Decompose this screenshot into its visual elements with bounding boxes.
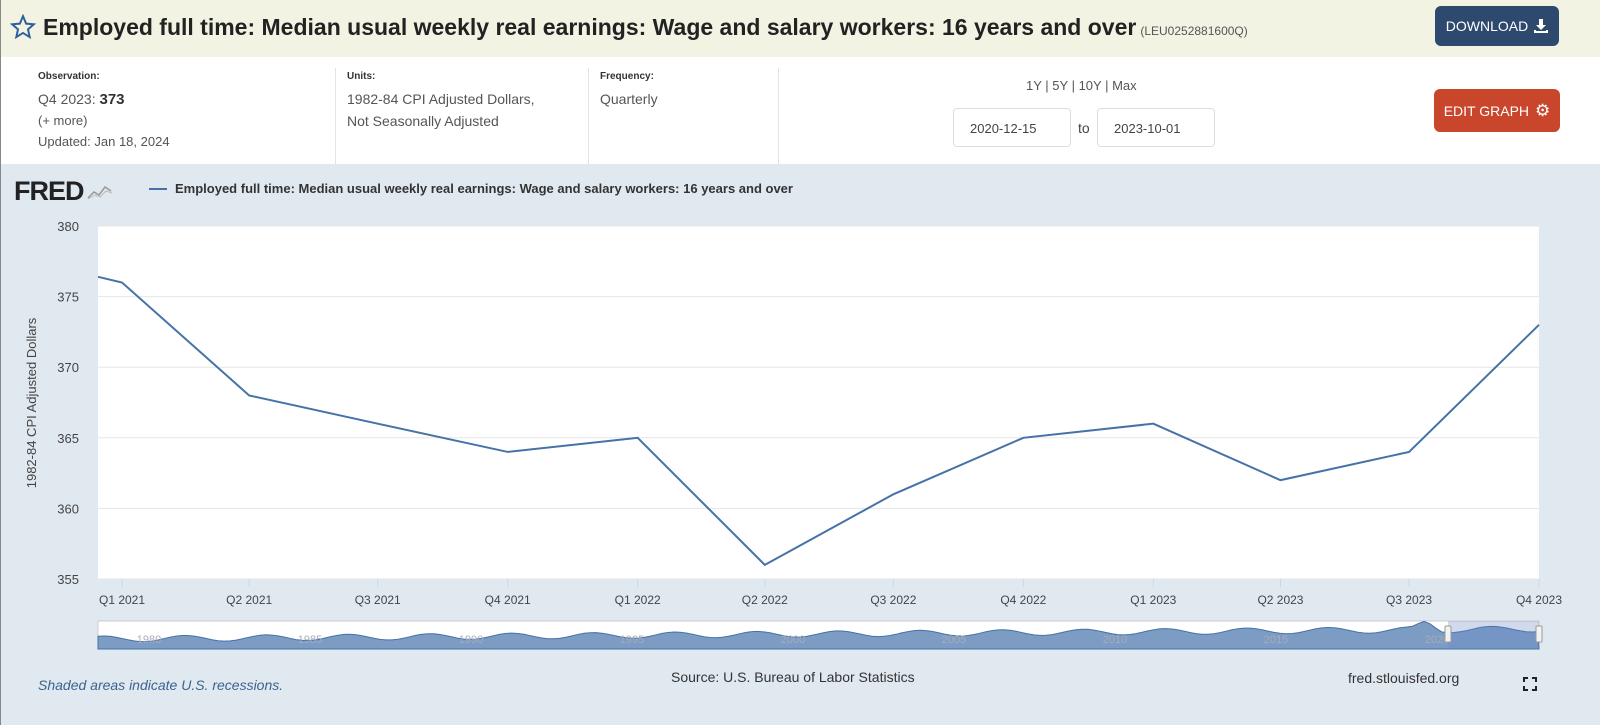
units-value: 1982-84 CPI Adjusted Dollars, — [347, 91, 535, 107]
gear-icon: ⚙ — [1535, 100, 1551, 120]
units-value-2: Not Seasonally Adjusted — [347, 113, 499, 129]
site-link[interactable]: fred.stlouisfed.org — [1348, 670, 1460, 686]
legend-swatch — [149, 187, 167, 190]
frequency-value: Quarterly — [600, 91, 658, 107]
chart-logo-icon — [86, 185, 112, 200]
chart-area — [1, 164, 1600, 725]
start-date-input[interactable]: 2020-12-15 — [953, 108, 1071, 147]
range-selector: 1Y | 5Y | 10Y | Max — [1026, 78, 1137, 93]
divider — [335, 68, 336, 164]
header: Employed full time: Median usual weekly … — [1, 0, 1600, 57]
download-button[interactable]: DOWNLOAD — [1435, 6, 1559, 46]
edit-graph-button[interactable]: EDIT GRAPH ⚙ — [1434, 89, 1560, 132]
to-label: to — [1078, 120, 1090, 136]
range-max[interactable]: Max — [1112, 78, 1137, 93]
frequency-label: Frequency: — [600, 71, 654, 82]
observation-period: Q4 2023: — [38, 91, 96, 107]
end-date-input[interactable]: 2023-10-01 — [1097, 108, 1215, 147]
divider — [588, 68, 589, 164]
fullscreen-icon[interactable] — [1523, 677, 1537, 691]
series-id: (LEU0252881600Q) — [1140, 24, 1248, 38]
page-title: Employed full time: Median usual weekly … — [43, 14, 1248, 41]
observation-block: Observation: Q4 2023: 373 (+ more) Updat… — [38, 57, 170, 164]
legend-label: Employed full time: Median usual weekly … — [175, 181, 793, 196]
updated-date: Updated: Jan 18, 2024 — [38, 134, 170, 149]
range-1y[interactable]: 1Y — [1026, 78, 1042, 93]
units-label: Units: — [347, 71, 376, 82]
fred-logo[interactable]: FRED — [14, 176, 113, 207]
download-icon — [1534, 19, 1549, 33]
star-outline-icon[interactable] — [10, 14, 36, 40]
chart-legend: Employed full time: Median usual weekly … — [149, 181, 793, 196]
recession-note: Shaded areas indicate U.S. recessions. — [38, 677, 284, 693]
frequency-block: Frequency: Quarterly — [600, 57, 658, 164]
title-text: Employed full time: Median usual weekly … — [43, 14, 1137, 40]
logo-text: FRED — [14, 176, 84, 206]
edit-graph-label: EDIT GRAPH — [1443, 102, 1530, 119]
download-label: DOWNLOAD — [1445, 18, 1529, 34]
source-text: Source: U.S. Bureau of Labor Statistics — [671, 669, 915, 685]
units-block: Units: 1982-84 CPI Adjusted Dollars, Not… — [347, 57, 535, 164]
divider — [778, 68, 779, 164]
observation-value: 373 — [99, 91, 125, 108]
range-10y[interactable]: 10Y — [1078, 78, 1102, 93]
range-5y[interactable]: 5Y — [1052, 78, 1068, 93]
more-link[interactable]: (+ more) — [38, 113, 88, 128]
observation-label: Observation: — [38, 71, 100, 82]
